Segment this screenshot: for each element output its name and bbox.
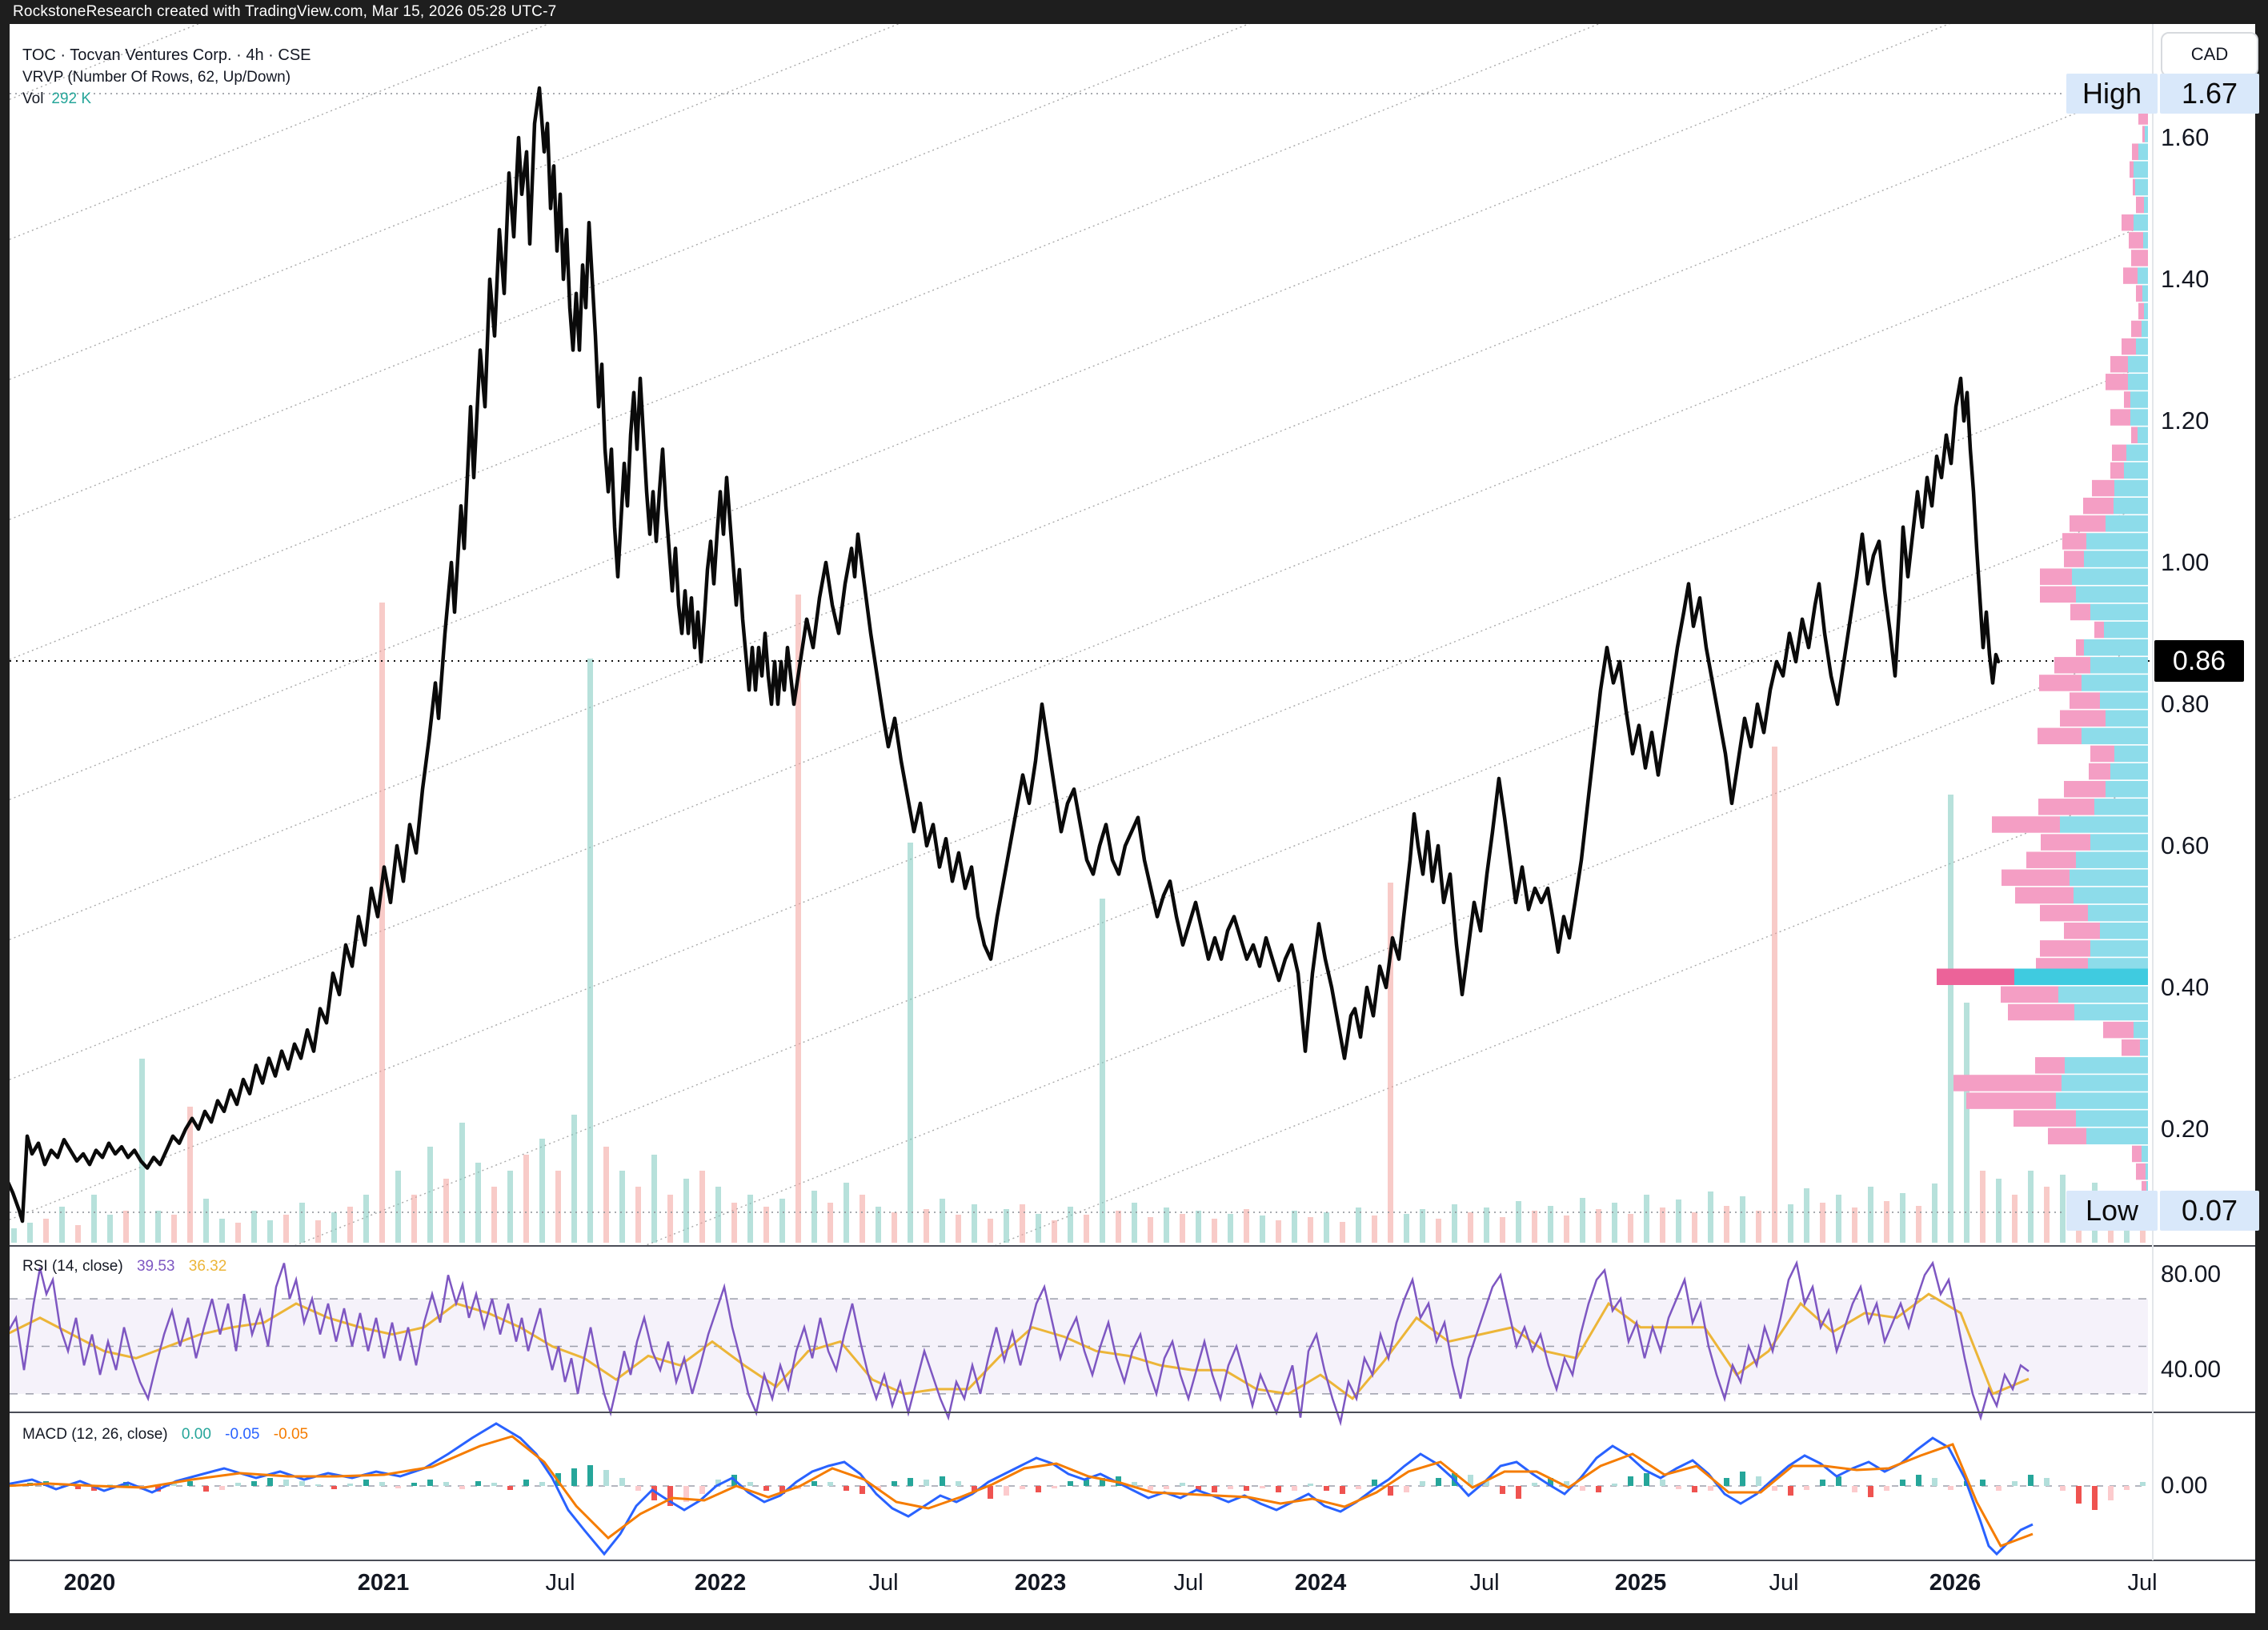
high-badge-value: 1.67 xyxy=(2160,74,2259,114)
marker-lines xyxy=(10,93,2154,1213)
bottom-frame-bar xyxy=(0,1613,2268,1630)
macd-line-value: -0.05 xyxy=(225,1426,260,1443)
rsi-tick-40.00: 40.00 xyxy=(2161,1356,2222,1384)
rsi-value: 39.53 xyxy=(136,1258,175,1275)
volume-bars xyxy=(11,595,2146,1243)
macd-signal-value: -0.05 xyxy=(273,1426,309,1443)
volume-legend: Vol 292 K xyxy=(22,88,311,110)
time-tick-2023: 2023 xyxy=(1014,1570,1067,1596)
rsi-legend[interactable]: RSI (14, close) 39.53 36.32 xyxy=(22,1258,226,1276)
watermark-text: RockstoneResearch created with TradingVi… xyxy=(13,3,557,20)
rsi-ma-value: 36.32 xyxy=(188,1258,227,1275)
time-tick-2026: 2026 xyxy=(1929,1570,1981,1596)
symbol-title[interactable]: TOC · Tocvan Ventures Corp. · 4h · CSE xyxy=(22,46,311,64)
volume-label: Vol xyxy=(22,90,44,107)
macd-title: MACD (12, 26, close) xyxy=(22,1426,168,1443)
top-title-bar: RockstoneResearch created with TradingVi… xyxy=(0,0,2268,24)
time-tick-2021: 2021 xyxy=(357,1570,410,1596)
rsi-title: RSI (14, close) xyxy=(22,1258,123,1275)
chart-canvas[interactable] xyxy=(10,24,2255,1613)
high-badge-label: High xyxy=(2066,74,2158,114)
macd-legend[interactable]: MACD (12, 26, close) 0.00 -0.05 -0.05 xyxy=(22,1426,308,1444)
price-tick-1.40: 1.40 xyxy=(2161,265,2210,293)
pane-dividers xyxy=(10,24,2255,1561)
rsi-tick-80.00: 80.00 xyxy=(2161,1261,2222,1288)
price-tick-0.20: 0.20 xyxy=(2161,1115,2210,1143)
last-price-box: 0.86 xyxy=(2154,640,2244,682)
macd-tick-0.00: 0.00 xyxy=(2161,1472,2208,1499)
price-tick-1.20: 1.20 xyxy=(2161,406,2210,435)
time-tick-2020: 2020 xyxy=(63,1570,116,1596)
low-badge: Low 0.07 xyxy=(2066,1191,2259,1231)
volume-profile xyxy=(1937,90,2148,1215)
high-badge: High 1.67 xyxy=(2066,74,2259,114)
time-tick-Jul: Jul xyxy=(1469,1570,1500,1596)
chart-legend: TOC · Tocvan Ventures Corp. · 4h · CSE V… xyxy=(22,45,311,110)
price-tick-1.00: 1.00 xyxy=(2161,548,2210,576)
time-tick-Jul: Jul xyxy=(2127,1570,2158,1596)
currency-button[interactable]: CAD xyxy=(2161,32,2258,77)
time-tick-2022: 2022 xyxy=(694,1570,747,1596)
macd-hist-value: 0.00 xyxy=(181,1426,211,1443)
price-tick-0.80: 0.80 xyxy=(2161,690,2210,718)
price-tick-1.60: 1.60 xyxy=(2161,123,2210,151)
price-tick-0.40: 0.40 xyxy=(2161,973,2210,1001)
macd-panel xyxy=(10,1422,2148,1556)
rsi-panel xyxy=(10,1260,2148,1427)
time-tick-Jul: Jul xyxy=(1173,1570,1204,1596)
low-badge-label: Low xyxy=(2066,1191,2158,1231)
time-tick-Jul: Jul xyxy=(1769,1570,1799,1596)
price-line xyxy=(10,86,2001,1224)
indicator-title[interactable]: VRVP (Number Of Rows, 62, Up/Down) xyxy=(22,69,291,86)
time-tick-Jul: Jul xyxy=(545,1570,575,1596)
volume-value: 292 K xyxy=(51,90,92,107)
time-tick-2025: 2025 xyxy=(1614,1570,1667,1596)
price-tick-0.60: 0.60 xyxy=(2161,831,2210,859)
time-tick-Jul: Jul xyxy=(868,1570,899,1596)
low-badge-value: 0.07 xyxy=(2160,1191,2259,1231)
time-tick-2024: 2024 xyxy=(1294,1570,1347,1596)
